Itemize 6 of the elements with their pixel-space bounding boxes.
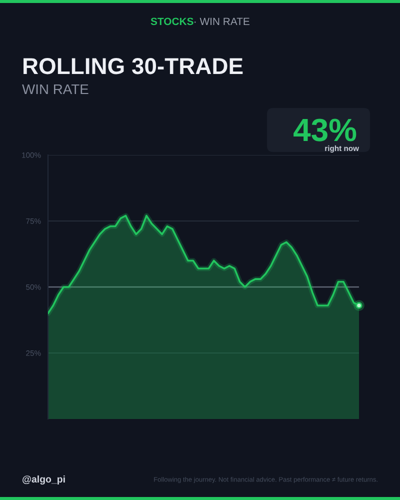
text: · WIN RATE (194, 18, 250, 25)
text: 43% (294, 118, 356, 142)
chart-title: ROLLING 30-TRADE (24, 58, 243, 74)
text: STOCKS (150, 18, 194, 26)
text: @algo_pi (22, 475, 65, 485)
chart-subtitle: WIN RATE (22, 84, 88, 94)
